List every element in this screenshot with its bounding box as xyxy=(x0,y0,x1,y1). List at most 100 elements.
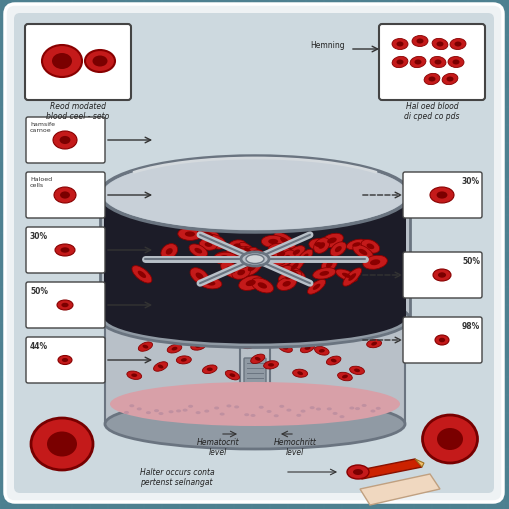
FancyBboxPatch shape xyxy=(26,173,105,218)
FancyBboxPatch shape xyxy=(202,418,217,440)
Ellipse shape xyxy=(158,412,163,415)
Ellipse shape xyxy=(232,266,250,280)
Ellipse shape xyxy=(204,410,209,413)
Ellipse shape xyxy=(238,341,253,349)
Ellipse shape xyxy=(312,268,335,279)
Ellipse shape xyxy=(227,240,245,252)
Ellipse shape xyxy=(325,262,332,268)
Ellipse shape xyxy=(375,407,380,410)
FancyBboxPatch shape xyxy=(104,200,405,318)
Ellipse shape xyxy=(334,246,341,252)
Ellipse shape xyxy=(245,280,255,287)
Ellipse shape xyxy=(337,373,352,381)
Ellipse shape xyxy=(358,249,366,256)
Ellipse shape xyxy=(326,238,336,244)
Ellipse shape xyxy=(431,39,447,50)
Ellipse shape xyxy=(449,39,465,50)
Ellipse shape xyxy=(411,37,427,47)
Ellipse shape xyxy=(243,261,250,266)
Ellipse shape xyxy=(391,39,407,50)
Ellipse shape xyxy=(300,410,305,413)
Polygon shape xyxy=(359,474,439,505)
Ellipse shape xyxy=(243,436,266,443)
Ellipse shape xyxy=(238,257,255,269)
Ellipse shape xyxy=(409,58,425,69)
Text: 98%: 98% xyxy=(461,321,479,330)
Ellipse shape xyxy=(203,235,225,249)
Ellipse shape xyxy=(194,248,202,254)
Text: hamsife
carnoe: hamsife carnoe xyxy=(30,122,55,132)
Ellipse shape xyxy=(233,250,242,256)
Ellipse shape xyxy=(229,374,235,377)
Ellipse shape xyxy=(314,347,328,355)
Ellipse shape xyxy=(165,248,173,255)
Ellipse shape xyxy=(267,255,275,260)
Ellipse shape xyxy=(285,274,294,280)
Ellipse shape xyxy=(261,236,285,248)
Ellipse shape xyxy=(342,268,361,287)
Ellipse shape xyxy=(105,290,404,340)
Ellipse shape xyxy=(249,256,258,263)
Ellipse shape xyxy=(266,410,271,413)
Ellipse shape xyxy=(273,414,278,417)
Ellipse shape xyxy=(254,357,260,361)
Ellipse shape xyxy=(244,250,263,268)
Ellipse shape xyxy=(168,410,173,413)
Ellipse shape xyxy=(330,359,336,363)
Ellipse shape xyxy=(282,346,288,350)
Ellipse shape xyxy=(110,382,399,426)
Ellipse shape xyxy=(395,61,403,65)
Ellipse shape xyxy=(268,239,277,244)
Ellipse shape xyxy=(31,418,93,470)
Ellipse shape xyxy=(190,342,205,351)
Ellipse shape xyxy=(188,405,193,408)
Ellipse shape xyxy=(54,188,76,204)
Ellipse shape xyxy=(132,266,152,284)
Ellipse shape xyxy=(250,256,257,262)
Ellipse shape xyxy=(421,415,476,463)
Ellipse shape xyxy=(236,251,245,258)
Ellipse shape xyxy=(366,340,381,348)
Ellipse shape xyxy=(416,39,422,44)
Ellipse shape xyxy=(348,274,355,281)
Ellipse shape xyxy=(282,281,290,287)
Ellipse shape xyxy=(300,344,314,353)
Ellipse shape xyxy=(131,374,137,377)
Ellipse shape xyxy=(321,257,336,273)
Ellipse shape xyxy=(297,372,302,376)
Ellipse shape xyxy=(292,370,307,378)
Ellipse shape xyxy=(271,248,290,262)
FancyBboxPatch shape xyxy=(105,315,404,424)
Ellipse shape xyxy=(329,242,346,257)
Ellipse shape xyxy=(278,271,301,284)
Ellipse shape xyxy=(370,410,375,413)
Ellipse shape xyxy=(240,262,248,269)
Ellipse shape xyxy=(429,188,453,204)
Ellipse shape xyxy=(244,247,251,254)
Ellipse shape xyxy=(292,250,299,256)
Ellipse shape xyxy=(312,284,320,290)
FancyBboxPatch shape xyxy=(378,25,484,101)
Ellipse shape xyxy=(138,342,152,352)
Text: 30%: 30% xyxy=(30,232,48,241)
Ellipse shape xyxy=(243,253,252,261)
Text: 44%: 44% xyxy=(30,342,48,350)
Ellipse shape xyxy=(436,192,446,199)
Ellipse shape xyxy=(318,349,324,353)
Ellipse shape xyxy=(263,361,278,369)
Ellipse shape xyxy=(447,58,463,68)
Ellipse shape xyxy=(335,270,357,282)
Ellipse shape xyxy=(189,244,207,258)
Ellipse shape xyxy=(302,254,308,260)
Ellipse shape xyxy=(276,277,296,291)
Ellipse shape xyxy=(276,252,285,258)
Ellipse shape xyxy=(279,405,284,408)
Ellipse shape xyxy=(219,413,224,416)
Ellipse shape xyxy=(226,405,231,408)
Ellipse shape xyxy=(195,345,201,348)
FancyBboxPatch shape xyxy=(14,14,493,493)
Ellipse shape xyxy=(142,345,148,349)
Text: Hal oed blood
di cped co pds: Hal oed blood di cped co pds xyxy=(404,102,459,121)
Ellipse shape xyxy=(296,414,301,417)
Polygon shape xyxy=(414,459,423,467)
